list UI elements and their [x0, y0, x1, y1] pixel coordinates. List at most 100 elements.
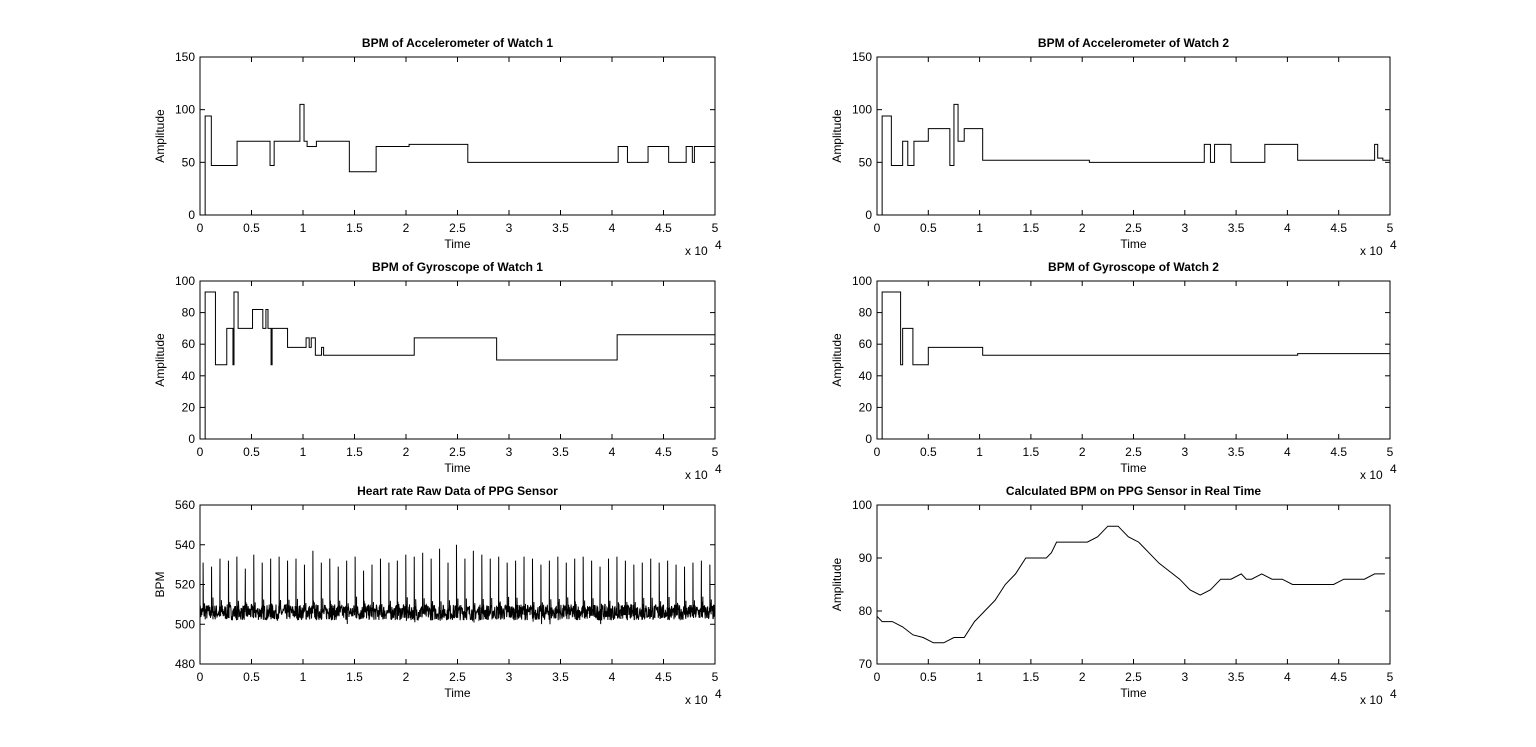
- x-tick-label: 3: [1181, 221, 1188, 235]
- x-tick-label: 5: [712, 221, 719, 235]
- series-line: [200, 291, 715, 439]
- x-tick-label: 1.5: [1023, 670, 1040, 684]
- x-tick-label: 2: [403, 445, 410, 459]
- chart-title: BPM of Accelerometer of Watch 2: [1038, 36, 1229, 50]
- x-tick-label: 0: [874, 445, 881, 459]
- x-tick-label: 2.5: [1125, 445, 1142, 459]
- x-tick-label: 5: [712, 670, 719, 684]
- x-axis-label: Time: [1120, 461, 1147, 475]
- x-tick-label: 2: [403, 221, 410, 235]
- x-exponent-power: 4: [715, 462, 722, 476]
- x-tick-label: 1: [976, 221, 983, 235]
- x-tick-label: 4.5: [1330, 445, 1347, 459]
- y-tick-label: 90: [859, 551, 873, 565]
- y-tick-label: 0: [865, 432, 872, 446]
- x-axis-label: Time: [1120, 237, 1147, 251]
- y-tick-label: 0: [865, 208, 872, 222]
- x-tick-label: 0.5: [243, 445, 260, 459]
- x-tick-label: 2.5: [1125, 670, 1142, 684]
- x-exponent-power: 4: [1390, 687, 1397, 701]
- x-tick-label: 3.5: [1228, 445, 1245, 459]
- x-tick-label: 4: [1284, 445, 1291, 459]
- x-tick-label: 0: [197, 445, 204, 459]
- x-tick-label: 2: [403, 670, 410, 684]
- x-exponent-power: 4: [715, 687, 722, 701]
- x-tick-label: 2.5: [449, 221, 466, 235]
- subplot-3: 0 0.5 1 1.5 2 2.5 3 3.5 4 4.5 5 0 20 40 60 80 100 BPM of …: [153, 260, 722, 482]
- x-axis-label: Time: [444, 461, 471, 475]
- y-tick-label: 100: [175, 274, 195, 288]
- x-tick-label: 2: [1079, 445, 1086, 459]
- chart-title: Calculated BPM on PPG Sensor in Real Tim…: [1006, 484, 1262, 498]
- y-tick-label: 50: [859, 155, 873, 169]
- y-tick-label: 100: [175, 103, 195, 117]
- x-exponent-power: 4: [1390, 462, 1397, 476]
- x-tick-label: 1: [976, 445, 983, 459]
- x-axis-label: Time: [1120, 686, 1147, 700]
- x-tick-label: 2.5: [449, 670, 466, 684]
- x-tick-label: 4.5: [1330, 221, 1347, 235]
- x-exponent-label: x 10: [1360, 468, 1383, 482]
- x-tick-label: 5: [1387, 670, 1394, 684]
- x-tick-label: 0.5: [243, 670, 260, 684]
- series-line: [877, 291, 1390, 439]
- x-tick-label: 3.5: [552, 221, 569, 235]
- x-tick-label: 3.5: [1228, 221, 1245, 235]
- y-tick-label: 500: [175, 617, 195, 631]
- y-axis-label: BPM: [153, 571, 167, 597]
- x-tick-label: 2: [1079, 670, 1086, 684]
- x-tick-label: 1: [300, 670, 307, 684]
- y-tick-label: 100: [852, 498, 872, 512]
- x-tick-label: 1.5: [1023, 445, 1040, 459]
- x-tick-label: 5: [1387, 445, 1394, 459]
- series-line: [200, 103, 715, 215]
- x-tick-label: 1: [300, 221, 307, 235]
- x-exponent-label: x 10: [685, 693, 708, 707]
- x-tick-label: 1.5: [346, 670, 363, 684]
- x-tick-label: 4.5: [1330, 670, 1347, 684]
- x-tick-label: 4.5: [655, 445, 672, 459]
- series-line: [877, 525, 1385, 644]
- x-tick-label: 0.5: [920, 445, 937, 459]
- x-tick-label: 1: [976, 670, 983, 684]
- y-tick-label: 100: [852, 103, 872, 117]
- x-exponent-label: x 10: [1360, 244, 1383, 258]
- y-tick-label: 520: [175, 578, 195, 592]
- y-tick-label: 0: [188, 432, 195, 446]
- x-tick-label: 4: [1284, 221, 1291, 235]
- y-tick-label: 40: [182, 369, 196, 383]
- x-exponent-label: x 10: [1360, 693, 1383, 707]
- x-tick-label: 4.5: [655, 670, 672, 684]
- x-tick-label: 2.5: [449, 445, 466, 459]
- x-tick-label: 2: [1079, 221, 1086, 235]
- x-tick-label: 3: [506, 221, 513, 235]
- y-tick-label: 20: [182, 400, 196, 414]
- y-axis-label: Amplitude: [830, 333, 844, 387]
- y-tick-label: 80: [859, 306, 873, 320]
- x-tick-label: 3: [1181, 670, 1188, 684]
- x-exponent-power: 4: [715, 238, 722, 252]
- chart-title: BPM of Gyroscope of Watch 2: [1048, 260, 1219, 274]
- x-tick-label: 2.5: [1125, 221, 1142, 235]
- chart-title: Heart rate Raw Data of PPG Sensor: [357, 484, 558, 498]
- y-tick-label: 20: [859, 400, 873, 414]
- x-tick-label: 3.5: [552, 445, 569, 459]
- x-tick-label: 3.5: [1228, 670, 1245, 684]
- x-tick-label: 5: [712, 445, 719, 459]
- y-axis-label: Amplitude: [830, 558, 844, 612]
- subplot-4: 0 0.5 1 1.5 2 2.5 3 3.5 4 4.5 5 0 20 40 60 80 100 BPM of …: [830, 260, 1397, 482]
- x-axis-label: Time: [444, 686, 471, 700]
- y-tick-label: 50: [182, 155, 196, 169]
- x-tick-label: 1: [300, 445, 307, 459]
- x-tick-label: 3: [1181, 445, 1188, 459]
- x-tick-label: 4.5: [655, 221, 672, 235]
- signal-line: [200, 544, 715, 625]
- x-tick-label: 4: [1284, 670, 1291, 684]
- y-tick-label: 150: [852, 50, 872, 64]
- x-tick-label: 0.5: [920, 221, 937, 235]
- x-tick-label: 0: [874, 221, 881, 235]
- x-tick-label: 0.5: [243, 221, 260, 235]
